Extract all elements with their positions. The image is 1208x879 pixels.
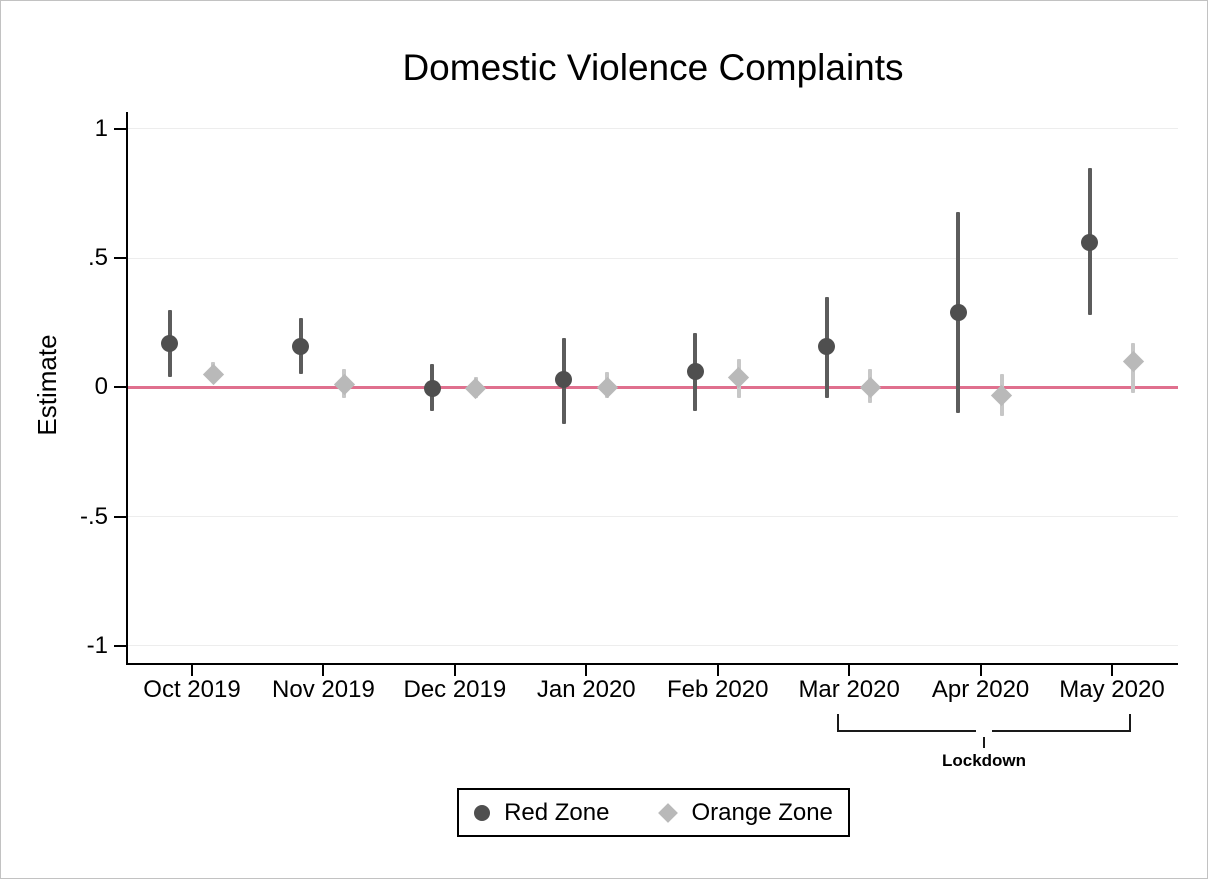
- y-tick--1: [114, 644, 127, 647]
- y-tick-label: .5: [87, 244, 108, 272]
- data-point-red-zone: [292, 337, 310, 355]
- data-point-orange-zone: [1122, 350, 1144, 373]
- chart-title: Domestic Violence Complaints: [402, 47, 904, 88]
- x-tick-oct-2019: [191, 663, 193, 676]
- bracket-line-right: [992, 730, 1129, 732]
- data-point-red-zone: [555, 371, 573, 389]
- zero-reference-line: [128, 385, 1178, 389]
- legend-label-orange-zone: Orange Zone: [691, 798, 833, 826]
- y-tick-.5: [114, 257, 127, 260]
- y-tick-label: -1: [86, 631, 108, 659]
- y-tick-label: 0: [94, 373, 108, 401]
- x-tick-label: Feb 2020: [667, 676, 769, 703]
- bracket-right-bar: [1129, 714, 1131, 732]
- gridline-y-0.5: [128, 257, 1178, 259]
- x-tick-label: Apr 2020: [931, 676, 1030, 703]
- x-tick-dec-2019: [453, 663, 456, 676]
- y-tick-1: [114, 127, 127, 130]
- x-tick-label: Nov 2019: [272, 676, 375, 703]
- data-point-red-zone: [818, 337, 836, 355]
- data-point-red-zone: [161, 334, 178, 352]
- x-tick-label: Oct 2019: [143, 676, 241, 703]
- data-point-orange-zone: [596, 376, 618, 398]
- gridline-y-1: [128, 128, 1178, 130]
- data-point-red-zone: [949, 303, 967, 321]
- bracket-center-tick: [983, 737, 985, 748]
- data-point-orange-zone: [465, 378, 487, 400]
- legend-item-red-zone: Red Zone: [474, 798, 610, 826]
- x-tick-apr-2020: [979, 663, 982, 676]
- x-tick-label: May 2020: [1059, 676, 1165, 703]
- x-tick-label: Mar 2020: [798, 676, 900, 703]
- gridline-y--1: [128, 645, 1178, 647]
- y-tick--.5: [114, 515, 127, 518]
- y-tick-0: [114, 386, 127, 389]
- data-point-red-zone: [686, 363, 704, 381]
- x-tick-label: Jan 2020: [536, 676, 636, 703]
- y-tick-label: 1: [94, 114, 108, 142]
- y-tick-label: -.5: [79, 502, 108, 530]
- x-tick-may-2020: [1111, 663, 1113, 676]
- data-point-red-zone: [1081, 234, 1098, 252]
- y-axis-line: [126, 112, 128, 665]
- x-tick-nov-2019: [322, 663, 325, 676]
- bracket-left-bar: [837, 714, 839, 732]
- lockdown-label: Lockdown: [941, 751, 1027, 770]
- x-tick-feb-2020: [716, 663, 719, 676]
- red-zone-circle-icon: [474, 804, 491, 821]
- legend: Red Zone Orange Zone: [457, 788, 850, 837]
- legend-item-orange-zone: Orange Zone: [658, 798, 833, 826]
- data-point-orange-zone: [859, 376, 881, 398]
- data-point-red-zone: [423, 380, 441, 398]
- data-point-orange-zone: [333, 374, 356, 396]
- x-tick-mar-2020: [848, 663, 851, 676]
- orange-zone-diamond-icon: [658, 802, 679, 823]
- data-point-orange-zone: [728, 366, 750, 388]
- legend-label-red-zone: Red Zone: [504, 798, 610, 826]
- x-axis-line: [126, 663, 1178, 665]
- data-point-orange-zone: [202, 363, 224, 386]
- bracket-line-left: [839, 730, 976, 732]
- x-tick-jan-2020: [585, 663, 588, 676]
- gridline-y--0.5: [128, 516, 1178, 518]
- x-tick-label: Dec 2019: [403, 676, 507, 703]
